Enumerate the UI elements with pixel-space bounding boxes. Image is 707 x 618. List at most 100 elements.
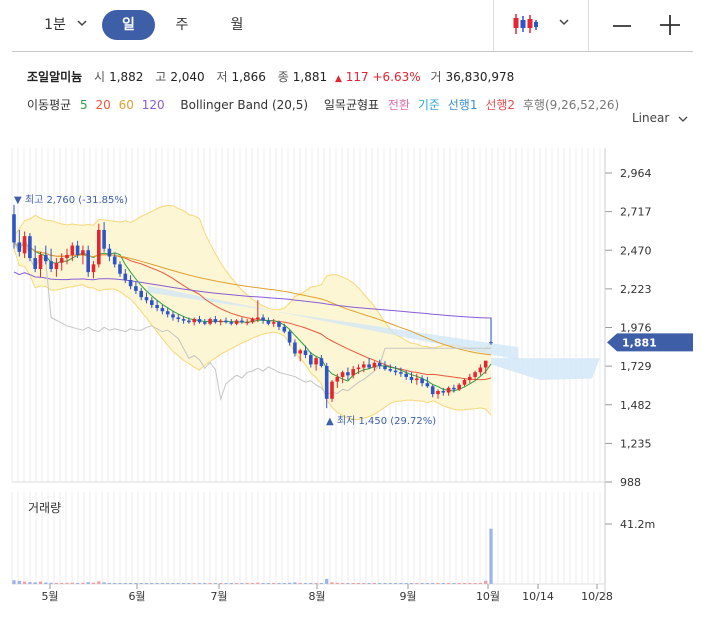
candle-body xyxy=(293,342,297,354)
change-value: 117 xyxy=(345,70,369,84)
scale-mode-dropdown[interactable]: Linear xyxy=(632,111,689,125)
candle-body xyxy=(468,376,472,381)
period-selector[interactable]: 1분 xyxy=(44,17,66,33)
ichimoku-label[interactable]: 일목균형표 xyxy=(323,98,380,112)
candle-body xyxy=(150,300,154,305)
volume-bar xyxy=(468,583,472,584)
volume-bar xyxy=(256,582,260,584)
ma-20: 20 xyxy=(95,98,111,112)
volume-bar xyxy=(415,583,419,584)
candle-body xyxy=(160,308,165,312)
plus-icon[interactable] xyxy=(659,14,681,40)
volume-bar xyxy=(155,583,159,584)
bollinger-upper-line xyxy=(13,204,492,352)
volume-bar xyxy=(203,583,207,584)
candle-body xyxy=(59,258,64,263)
candles xyxy=(12,204,493,409)
y-tick-label: 2,964 xyxy=(620,167,652,180)
volume-bar xyxy=(224,583,228,584)
candle-body xyxy=(165,311,170,315)
candle-body xyxy=(420,378,424,384)
ma-5-line xyxy=(13,242,492,392)
candle-body xyxy=(144,297,149,301)
volume-bar xyxy=(325,578,329,584)
ma-label[interactable]: 이동평균 xyxy=(27,98,72,112)
volume-bar xyxy=(462,583,467,584)
ichimoku-span1: 선행1 xyxy=(447,98,478,112)
tab-day[interactable]: 일 xyxy=(102,10,155,40)
ichimoku-span2: 선행2 xyxy=(485,98,516,112)
tab-week[interactable]: 주 xyxy=(175,17,189,33)
ichimoku-cloud xyxy=(147,285,519,360)
candle-body xyxy=(266,320,271,324)
volume-bar xyxy=(33,582,37,584)
candle-body xyxy=(181,319,186,321)
ma-20-line xyxy=(13,242,492,381)
candle-body xyxy=(155,304,159,309)
volume-bar xyxy=(441,583,445,584)
volume-pane xyxy=(11,492,612,585)
quote-summary: 조일알미늄 시 1,882 고 2,040 저 1,866 종 1,881 ▲ 117 … xyxy=(27,68,522,85)
candle-body xyxy=(128,279,133,287)
candle-body xyxy=(309,355,313,365)
x-tick-label: 8월 xyxy=(308,590,325,603)
candle-body xyxy=(436,390,440,395)
volume-bar xyxy=(431,583,435,584)
volume-bar xyxy=(123,583,127,584)
candle-body xyxy=(489,342,493,344)
candle-body xyxy=(12,214,16,243)
volume-bar xyxy=(12,580,16,584)
volume-bar xyxy=(70,582,74,584)
chevron-down-icon[interactable] xyxy=(76,17,88,32)
volume-bar xyxy=(219,583,223,584)
volume-bar xyxy=(245,583,249,584)
volume-bar xyxy=(335,582,339,584)
candle-body xyxy=(229,322,234,324)
candle-body xyxy=(203,322,207,324)
candle-body xyxy=(123,273,128,280)
volume-bar xyxy=(129,583,133,584)
volume-label: 거 xyxy=(430,70,442,84)
candle-body xyxy=(17,242,22,252)
volume-bar xyxy=(197,583,202,584)
volume-bar xyxy=(144,583,149,584)
volume-bar xyxy=(65,582,69,584)
volume-bar xyxy=(76,582,80,584)
candle-body xyxy=(70,245,75,255)
candle-body xyxy=(86,250,90,273)
candle-body xyxy=(340,372,345,377)
tab-month[interactable]: 월 xyxy=(230,17,244,33)
volume-pane-label: 거래량 xyxy=(28,501,62,515)
volume-bar xyxy=(362,583,366,584)
stock-name: 조일알미늄 xyxy=(27,70,83,84)
volume-bar xyxy=(250,583,255,584)
ichimoku-conversion: 전환 xyxy=(387,98,411,112)
candle-body xyxy=(192,319,196,323)
volume-bar xyxy=(60,582,64,584)
scale-mode-label: Linear xyxy=(632,111,670,125)
volume-bar xyxy=(176,583,180,584)
candle-body xyxy=(383,365,387,370)
ma-60-line xyxy=(13,242,492,356)
candle-body xyxy=(441,390,446,393)
candle-body xyxy=(446,387,451,393)
candle-body xyxy=(346,372,350,376)
volume-bar xyxy=(192,583,196,584)
candlestick-icon[interactable] xyxy=(512,12,538,40)
candle-body xyxy=(208,319,212,324)
volume-bar xyxy=(97,581,101,584)
candle-body xyxy=(22,236,27,254)
bollinger-label[interactable]: Bollinger Band (20,5) xyxy=(180,98,309,112)
y-tick-label: 988 xyxy=(620,476,641,489)
candle-body xyxy=(399,372,403,374)
minus-icon[interactable] xyxy=(612,16,632,40)
candle-body xyxy=(187,320,191,323)
candle-body xyxy=(256,317,260,320)
volume-bar xyxy=(298,582,302,584)
volume-bar xyxy=(378,583,382,584)
candle-body xyxy=(303,350,308,356)
y-tick-label: 1,235 xyxy=(620,437,652,450)
chart-type-chevron-icon[interactable] xyxy=(558,16,570,31)
open-value: 1,882 xyxy=(109,70,144,84)
